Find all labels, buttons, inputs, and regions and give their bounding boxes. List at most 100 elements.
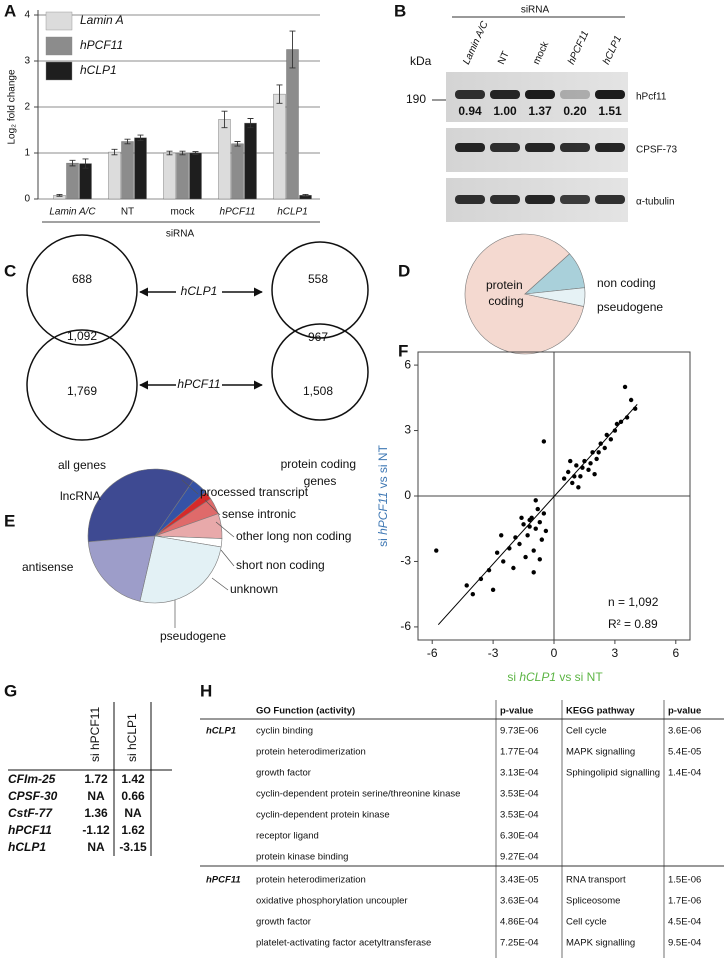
error-bar (166, 150, 173, 156)
blot-band (490, 90, 520, 99)
bar (189, 152, 202, 200)
cell: 1.36 (84, 806, 108, 820)
cell: 4.5E-04 (668, 917, 701, 928)
bar (218, 119, 231, 200)
y-axis-label-part: si (376, 535, 390, 547)
point (494, 550, 500, 555)
panel-label: H (200, 681, 212, 700)
group-name: hPCF11 (206, 875, 241, 886)
column-header: si hCLP1 (125, 713, 139, 762)
cell: 1.62 (121, 823, 145, 837)
panel-label: A (4, 1, 16, 20)
panel-label: F (398, 341, 408, 360)
column-header: GO Function (activity) (256, 706, 355, 717)
cell: 1.5E-06 (668, 875, 701, 886)
venn-count: 558 (308, 272, 328, 286)
error-bar (69, 159, 76, 167)
point (511, 565, 516, 571)
slice-label: pseudogene (597, 300, 663, 314)
cell: -1.12 (82, 823, 110, 837)
cell: cyclin binding (256, 726, 313, 737)
unit-label: kDa (410, 54, 432, 68)
leader-line (220, 549, 235, 567)
band-quant: 0.94 (458, 104, 482, 118)
point (531, 548, 536, 553)
bar (121, 141, 134, 200)
bar (273, 93, 286, 200)
cell: 9.5E-04 (668, 938, 701, 949)
band-quant: 1.51 (598, 104, 622, 118)
cell: -3.15 (119, 840, 147, 854)
y-tick-label: -6 (400, 619, 411, 633)
point (501, 559, 506, 564)
point (531, 570, 536, 575)
y-tick-label: 0 (24, 194, 30, 205)
bar (163, 152, 176, 200)
x-tick-label: -6 (427, 646, 438, 660)
x-tick-label: NT (121, 207, 134, 218)
point (537, 557, 542, 562)
lane-label: hPCF11 (566, 29, 591, 66)
y-axis-label: Log₂ fold change (7, 69, 18, 144)
blot-band (525, 90, 555, 99)
point (604, 432, 609, 438)
point (525, 533, 530, 538)
column-header: p-value (668, 706, 701, 717)
legend-swatch (45, 61, 73, 81)
error-bar (82, 158, 89, 169)
pie-slice (87, 535, 156, 602)
cell: 4.86E-04 (500, 917, 539, 928)
blot-band (595, 195, 625, 204)
leader-line (211, 577, 229, 591)
error-bar (137, 134, 144, 142)
annotation: n = 1,092 (608, 595, 659, 609)
y-axis-label-part: hPCF11 (376, 492, 390, 535)
venn-circle (271, 323, 369, 421)
error-bar (276, 84, 283, 104)
error-bar (192, 151, 199, 155)
point (434, 548, 439, 553)
cell: 1.77E-04 (500, 747, 539, 758)
cell: 6.30E-04 (500, 831, 539, 842)
cell: 7.25E-04 (500, 938, 539, 949)
row-name: CstF-77 (8, 806, 53, 820)
panel-label: C (4, 261, 16, 280)
cell: RNA transport (566, 875, 626, 886)
cell: 1.72 (84, 772, 108, 786)
blot-band (490, 195, 520, 204)
venn-caption: all genes (58, 458, 106, 472)
blot-band (455, 143, 485, 152)
column-header: KEGG pathway (566, 706, 635, 717)
y-tick-label: 3 (24, 56, 30, 67)
cell: 1.42 (121, 772, 145, 786)
error-bar (302, 193, 309, 197)
cell: protein kinase binding (256, 852, 348, 863)
lane-label: hCLP1 (601, 34, 624, 66)
x-tick-label: 6 (672, 646, 679, 660)
y-tick-label: 6 (404, 357, 411, 371)
cell: 3.53E-04 (500, 810, 539, 821)
cell: Spliceosome (566, 896, 620, 907)
cell: 1.4E-04 (668, 768, 701, 779)
point (478, 576, 484, 582)
cell: 3.63E-04 (500, 896, 539, 907)
row-name: hCLP1 (8, 840, 46, 854)
error-bar (221, 110, 228, 129)
bar (244, 122, 257, 200)
point (539, 537, 545, 542)
blot-title: siRNA (521, 5, 550, 16)
point (527, 517, 532, 523)
slice-label: non coding (597, 276, 656, 290)
cell: 3.43E-05 (500, 875, 539, 886)
error-bar (247, 118, 254, 129)
cell: 9.27E-04 (500, 852, 539, 863)
blot-band (525, 143, 555, 152)
x-axis-label: si hCLP1 vs si NT (507, 670, 603, 684)
y-tick-label: 3 (404, 423, 411, 437)
band-quant: 1.37 (528, 104, 552, 118)
point (578, 474, 583, 479)
point (574, 463, 579, 468)
pie-slice (464, 233, 585, 355)
point (598, 441, 603, 446)
